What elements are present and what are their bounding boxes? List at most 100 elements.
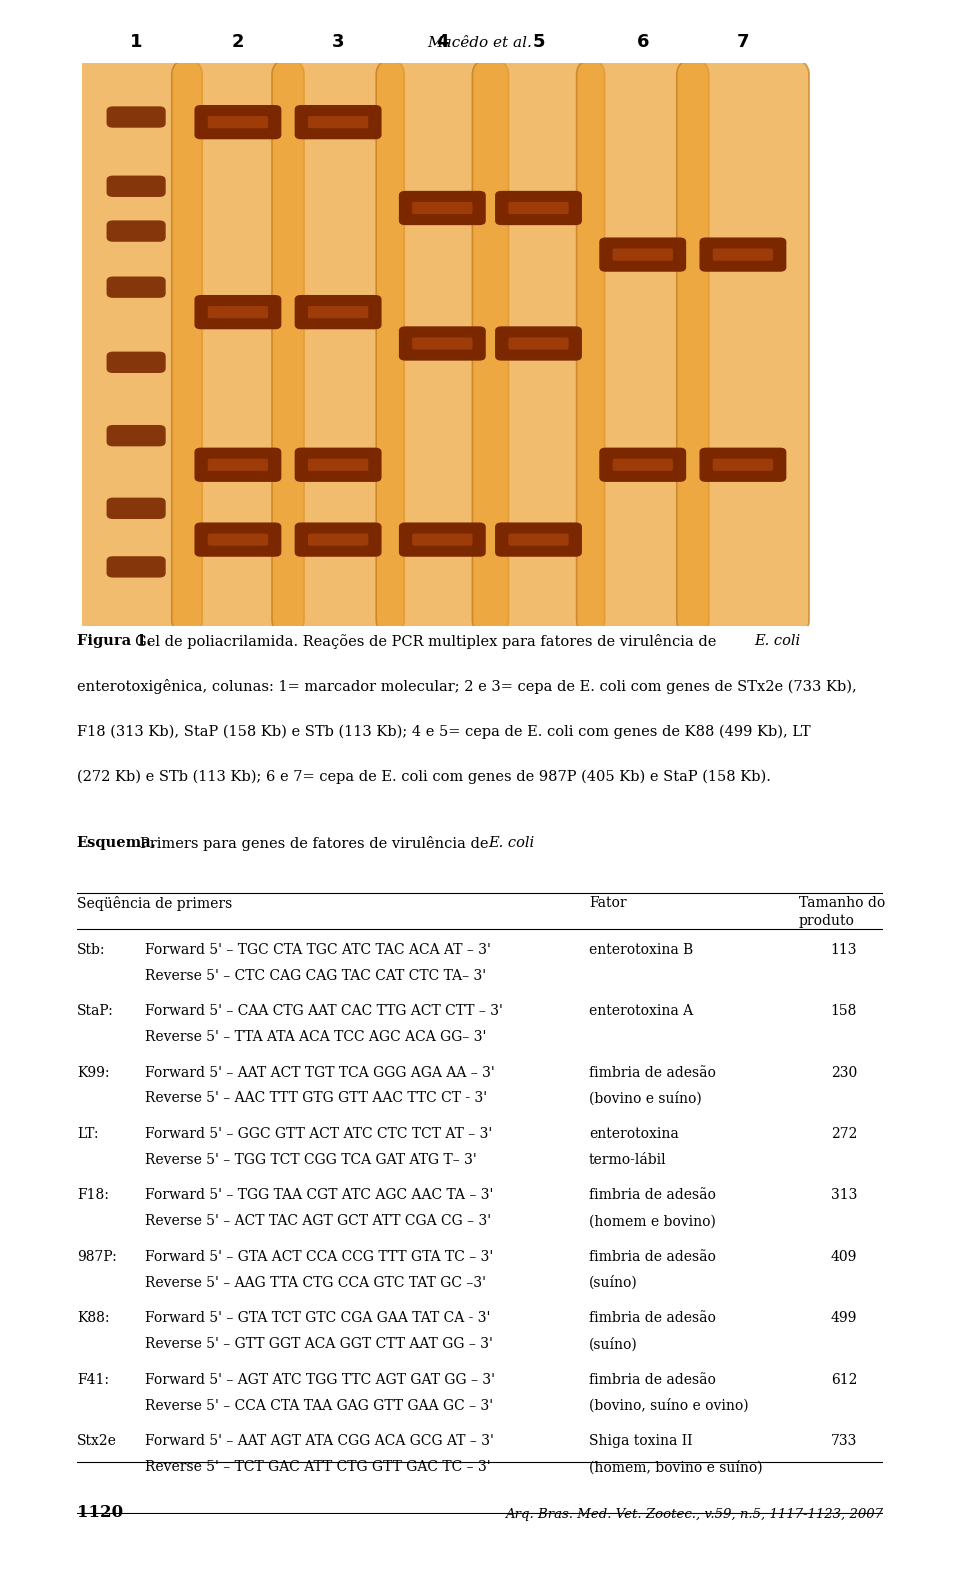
FancyBboxPatch shape xyxy=(107,277,166,298)
FancyBboxPatch shape xyxy=(398,326,486,361)
FancyBboxPatch shape xyxy=(295,448,381,482)
Text: 3: 3 xyxy=(332,33,345,51)
Text: Forward 5' – CAA CTG AAT CAC TTG ACT CTT – 3': Forward 5' – CAA CTG AAT CAC TTG ACT CTT… xyxy=(145,1004,503,1019)
FancyBboxPatch shape xyxy=(509,337,568,350)
FancyBboxPatch shape xyxy=(398,190,486,225)
Text: Reverse 5' – TCT GAC ATT CTG GTT GAC TC – 3': Reverse 5' – TCT GAC ATT CTG GTT GAC TC … xyxy=(145,1460,491,1475)
FancyBboxPatch shape xyxy=(207,534,268,546)
FancyBboxPatch shape xyxy=(107,106,166,128)
Text: Forward 5' – TGG TAA CGT ATC AGC AAC TA – 3': Forward 5' – TGG TAA CGT ATC AGC AAC TA … xyxy=(145,1188,493,1202)
Text: Reverse 5' – TTA ATA ACA TCC AGC ACA GG– 3': Reverse 5' – TTA ATA ACA TCC AGC ACA GG–… xyxy=(145,1030,487,1044)
FancyBboxPatch shape xyxy=(195,448,281,482)
Text: Reverse 5' – AAG TTA CTG CCA GTC TAT GC –3': Reverse 5' – AAG TTA CTG CCA GTC TAT GC … xyxy=(145,1275,487,1289)
FancyBboxPatch shape xyxy=(700,448,786,482)
Text: produto: produto xyxy=(799,914,854,928)
FancyBboxPatch shape xyxy=(509,201,568,214)
FancyBboxPatch shape xyxy=(398,523,486,556)
FancyBboxPatch shape xyxy=(107,352,166,372)
Text: Reverse 5' – ACT TAC AGT GCT ATT CGA CG – 3': Reverse 5' – ACT TAC AGT GCT ATT CGA CG … xyxy=(145,1215,492,1228)
Text: LT:: LT: xyxy=(77,1128,98,1140)
FancyBboxPatch shape xyxy=(207,306,268,318)
FancyBboxPatch shape xyxy=(107,176,166,196)
Text: 733: 733 xyxy=(830,1434,857,1448)
Text: F18:: F18: xyxy=(77,1188,108,1202)
FancyBboxPatch shape xyxy=(495,523,582,556)
Text: 2: 2 xyxy=(231,33,244,51)
Text: Forward 5' – AAT ACT TGT TCA GGG AGA AA – 3': Forward 5' – AAT ACT TGT TCA GGG AGA AA … xyxy=(145,1066,495,1080)
Text: Forward 5' – AAT AGT ATA CGG ACA GCG AT – 3': Forward 5' – AAT AGT ATA CGG ACA GCG AT … xyxy=(145,1434,494,1448)
Text: (272 Kb) e STb (113 Kb); 6 e 7= cepa de E. coli com genes de 987P (405 Kb) e Sta: (272 Kb) e STb (113 Kb); 6 e 7= cepa de … xyxy=(77,770,771,784)
Text: Stb:: Stb: xyxy=(77,942,106,957)
Text: 6: 6 xyxy=(636,33,649,51)
Text: (homem, bovino e suíno): (homem, bovino e suíno) xyxy=(588,1460,762,1475)
Text: 4: 4 xyxy=(436,33,448,51)
Text: (suíno): (suíno) xyxy=(588,1337,637,1351)
Text: Stx2e: Stx2e xyxy=(77,1434,117,1448)
Text: Fator: Fator xyxy=(588,897,627,911)
Text: Forward 5' – GTA ACT CCA CCG TTT GTA TC – 3': Forward 5' – GTA ACT CCA CCG TTT GTA TC … xyxy=(145,1250,493,1264)
FancyBboxPatch shape xyxy=(70,57,203,637)
Text: Reverse 5' – TGG TCT CGG TCA GAT ATG T– 3': Reverse 5' – TGG TCT CGG TCA GAT ATG T– … xyxy=(145,1153,477,1167)
FancyBboxPatch shape xyxy=(495,326,582,361)
FancyBboxPatch shape xyxy=(412,337,472,350)
FancyBboxPatch shape xyxy=(308,534,369,546)
Text: enterotoxigênica, colunas: 1= marcador molecular; 2 e 3= cepa de E. coli com gen: enterotoxigênica, colunas: 1= marcador m… xyxy=(77,680,856,694)
Text: Reverse 5' – GTT GGT ACA GGT CTT AAT GG – 3': Reverse 5' – GTT GGT ACA GGT CTT AAT GG … xyxy=(145,1337,493,1351)
Text: 1: 1 xyxy=(130,33,142,51)
Text: 1120: 1120 xyxy=(77,1503,123,1521)
Text: 499: 499 xyxy=(830,1312,857,1326)
Text: (suíno): (suíno) xyxy=(588,1275,637,1289)
FancyBboxPatch shape xyxy=(172,57,304,637)
Text: 612: 612 xyxy=(830,1373,857,1386)
FancyBboxPatch shape xyxy=(107,497,166,520)
FancyBboxPatch shape xyxy=(509,534,568,546)
FancyBboxPatch shape xyxy=(195,105,281,139)
FancyBboxPatch shape xyxy=(272,57,404,637)
FancyBboxPatch shape xyxy=(308,306,369,318)
FancyBboxPatch shape xyxy=(207,459,268,470)
Text: Shiga toxina II: Shiga toxina II xyxy=(588,1434,692,1448)
Text: Arq. Bras. Med. Vet. Zootec., v.59, n.5, 1117-1123, 2007: Arq. Bras. Med. Vet. Zootec., v.59, n.5,… xyxy=(505,1508,883,1521)
FancyBboxPatch shape xyxy=(295,105,381,139)
Text: Primers para genes de fatores de virulência de: Primers para genes de fatores de virulên… xyxy=(140,836,492,851)
Text: fimbria de adesão: fimbria de adesão xyxy=(588,1250,716,1264)
FancyBboxPatch shape xyxy=(195,523,281,556)
Text: Tamanho do: Tamanho do xyxy=(799,897,885,911)
FancyBboxPatch shape xyxy=(308,116,369,128)
FancyBboxPatch shape xyxy=(308,459,369,470)
Text: fimbria de adesão: fimbria de adesão xyxy=(588,1312,716,1326)
FancyBboxPatch shape xyxy=(599,238,686,272)
Text: E. coli: E. coli xyxy=(488,836,534,851)
Text: fimbria de adesão: fimbria de adesão xyxy=(588,1066,716,1080)
Text: K88:: K88: xyxy=(77,1312,109,1326)
Text: K99:: K99: xyxy=(77,1066,109,1080)
FancyBboxPatch shape xyxy=(612,249,673,261)
FancyBboxPatch shape xyxy=(712,459,773,470)
Text: termo-lábil: termo-lábil xyxy=(588,1153,666,1167)
Text: Forward 5' – AGT ATC TGG TTC AGT GAT GG – 3': Forward 5' – AGT ATC TGG TTC AGT GAT GG … xyxy=(145,1373,495,1386)
Text: Esquema.: Esquema. xyxy=(77,836,156,851)
Text: enterotoxina A: enterotoxina A xyxy=(588,1004,693,1019)
FancyBboxPatch shape xyxy=(612,459,673,470)
Text: F18 (313 Kb), StaP (158 Kb) e STb (113 Kb); 4 e 5= cepa de E. coli com genes de : F18 (313 Kb), StaP (158 Kb) e STb (113 K… xyxy=(77,724,810,738)
FancyBboxPatch shape xyxy=(295,523,381,556)
FancyBboxPatch shape xyxy=(412,201,472,214)
Text: 113: 113 xyxy=(830,942,857,957)
Text: Figura 1.: Figura 1. xyxy=(77,634,152,648)
FancyBboxPatch shape xyxy=(577,57,708,637)
FancyBboxPatch shape xyxy=(107,556,166,578)
Text: (homem e bovino): (homem e bovino) xyxy=(588,1215,716,1228)
Text: Forward 5' – GTA TCT GTC CGA GAA TAT CA - 3': Forward 5' – GTA TCT GTC CGA GAA TAT CA … xyxy=(145,1312,491,1326)
Text: enterotoxina B: enterotoxina B xyxy=(588,942,693,957)
FancyBboxPatch shape xyxy=(599,448,686,482)
Text: Macêdo et al.: Macêdo et al. xyxy=(427,35,533,49)
Text: Reverse 5' – CCA CTA TAA GAG GTT GAA GC – 3': Reverse 5' – CCA CTA TAA GAG GTT GAA GC … xyxy=(145,1399,493,1413)
FancyBboxPatch shape xyxy=(677,57,809,637)
FancyBboxPatch shape xyxy=(495,190,582,225)
Text: F41:: F41: xyxy=(77,1373,108,1386)
FancyBboxPatch shape xyxy=(700,238,786,272)
Text: E. coli: E. coli xyxy=(755,634,801,648)
FancyBboxPatch shape xyxy=(207,116,268,128)
Text: 7: 7 xyxy=(736,33,749,51)
Text: 409: 409 xyxy=(830,1250,857,1264)
